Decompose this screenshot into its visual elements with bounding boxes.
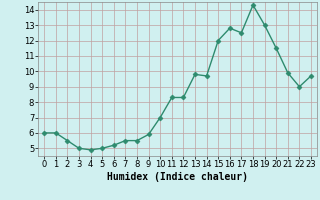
X-axis label: Humidex (Indice chaleur): Humidex (Indice chaleur) bbox=[107, 172, 248, 182]
